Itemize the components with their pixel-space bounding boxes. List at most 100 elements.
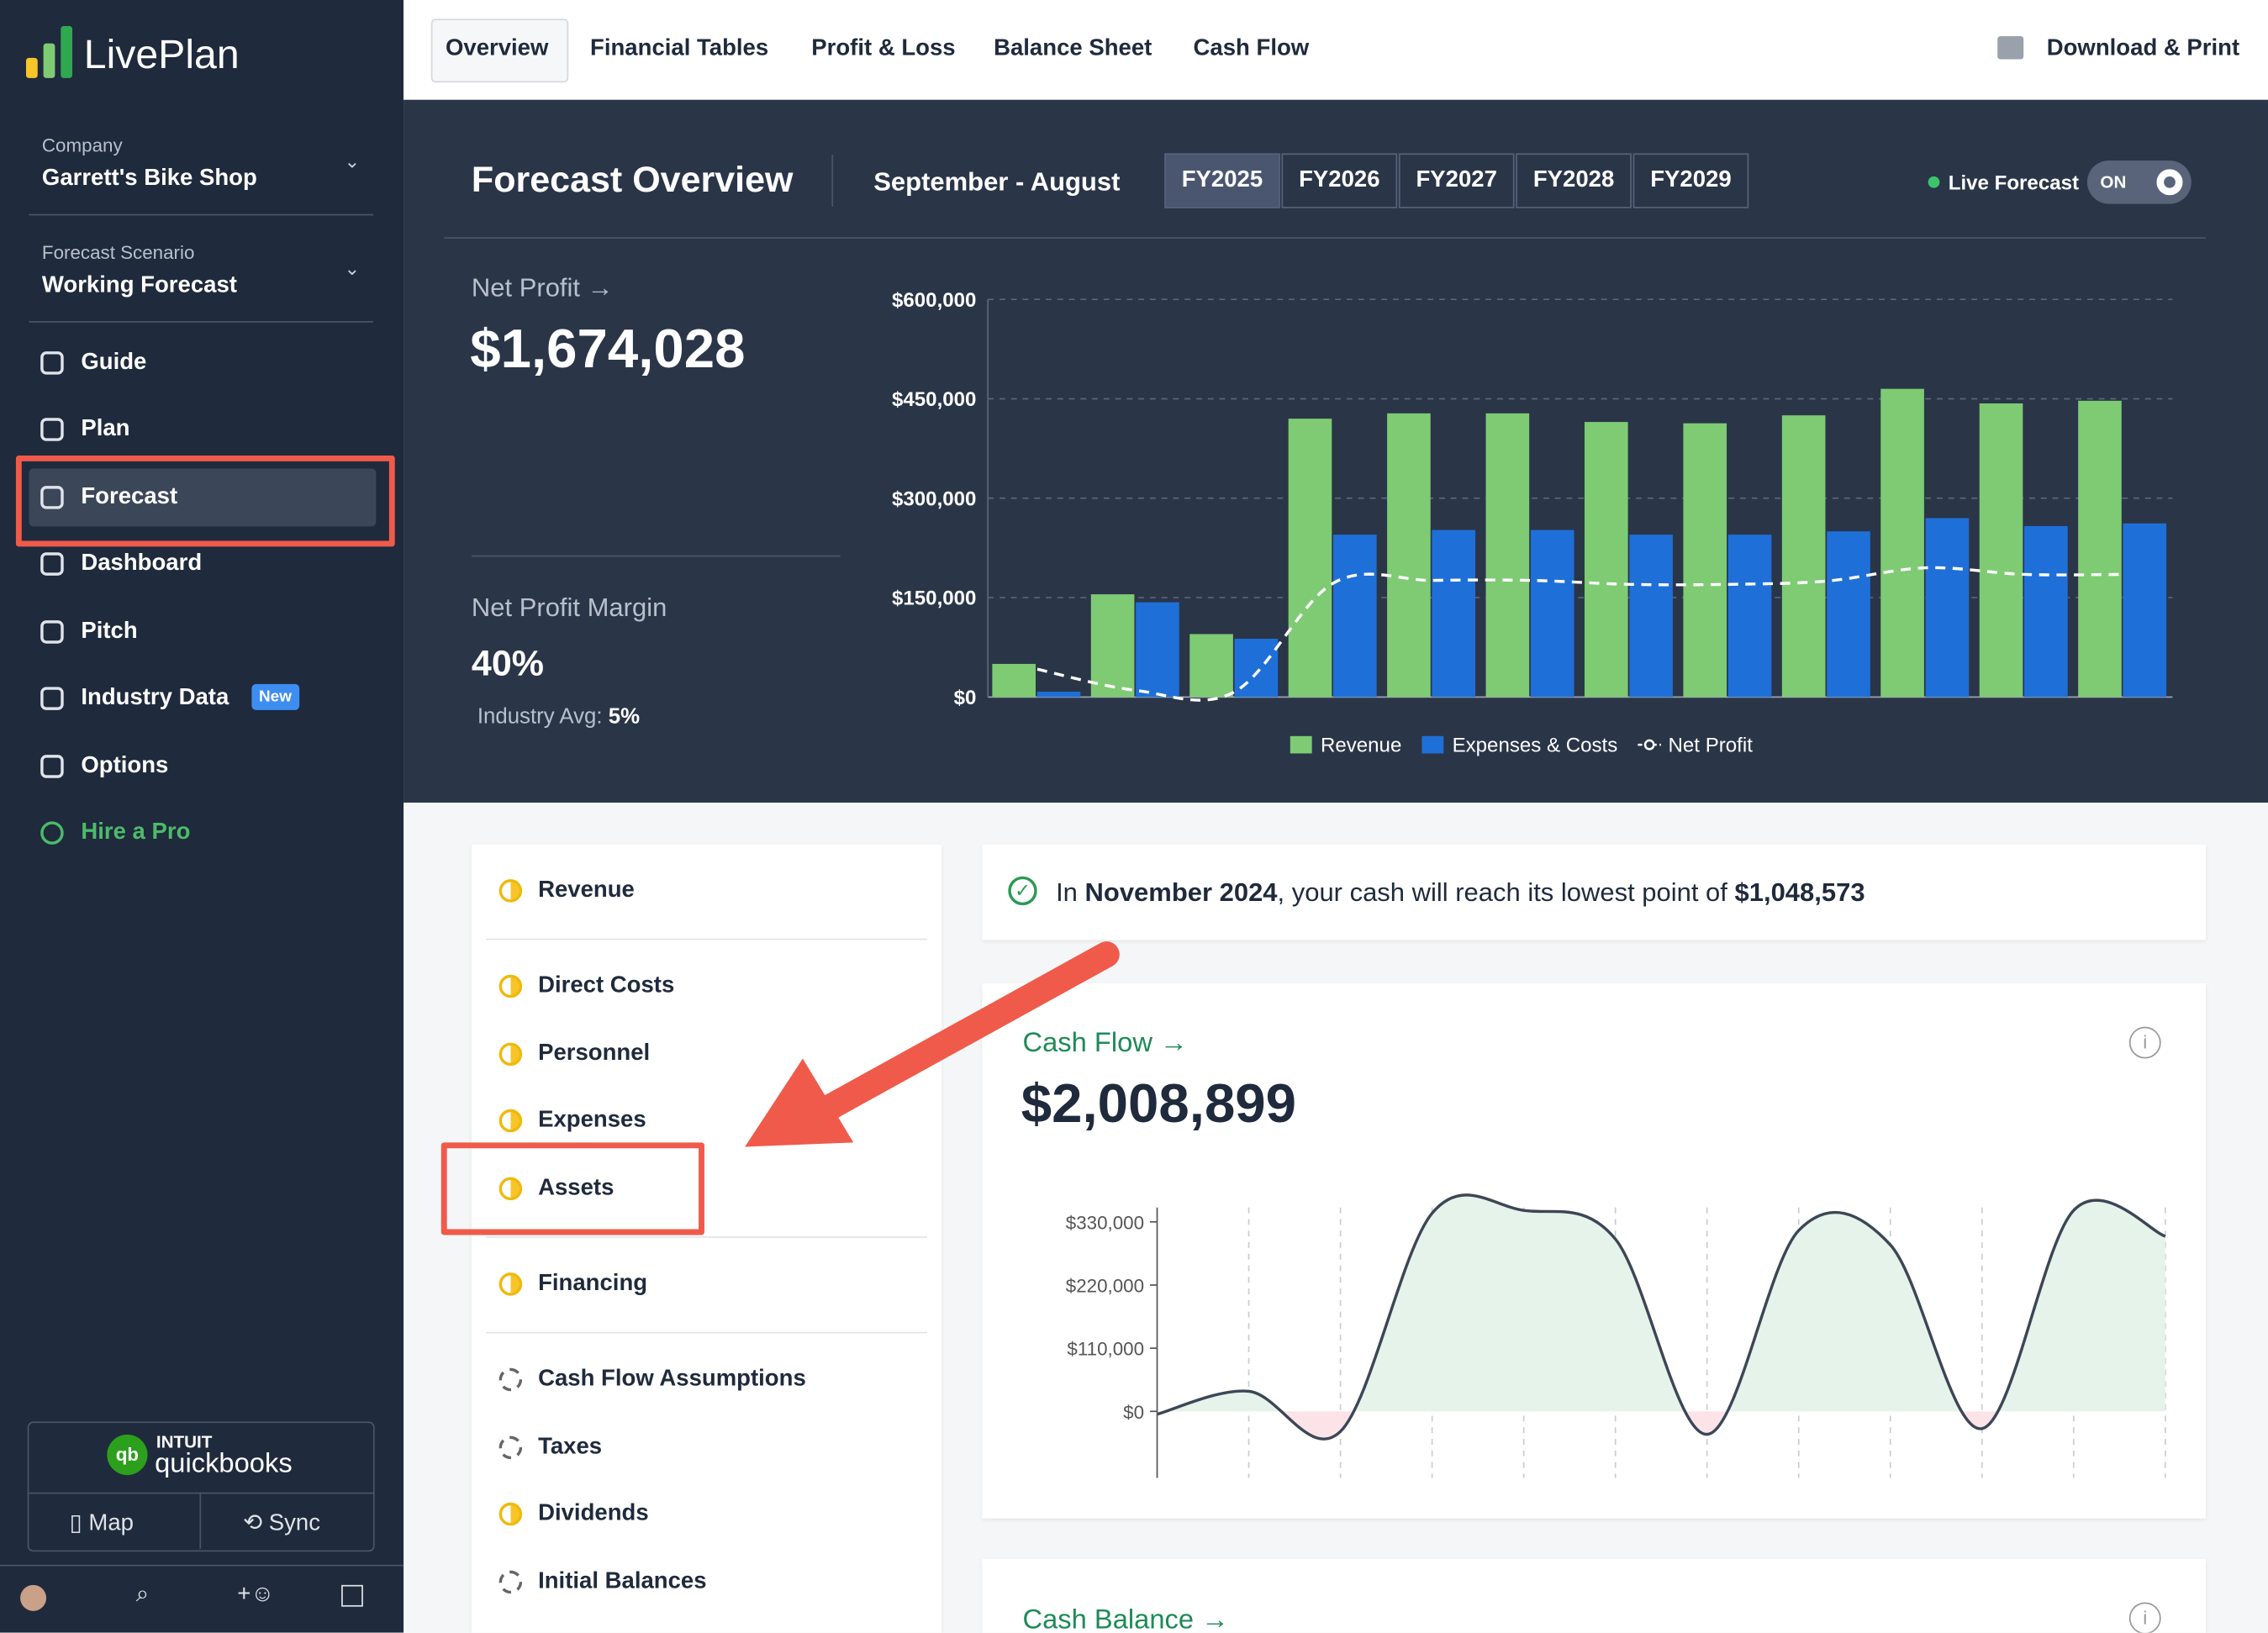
panel-icon[interactable] [341,1584,363,1607]
y-tick-label: $0 [954,687,977,709]
chevron[interactable]: ⌄ [344,150,361,172]
bar [1485,413,1530,698]
divider [831,155,834,208]
nav-tab[interactable]: Balance Sheet [994,36,1152,61]
print-icon[interactable] [1997,36,2024,60]
checklist-item[interactable]: Initial Balances [538,1568,707,1594]
info-icon[interactable]: i [2128,1602,2161,1633]
sync-label[interactable]: Sync [268,1511,321,1536]
menu-icon [40,351,64,375]
highlight-box [440,1142,704,1235]
divider [29,213,373,216]
bar [1827,531,1870,698]
menu-item[interactable]: Options [81,753,169,778]
checklist-item[interactable]: Assets [538,1175,614,1201]
quickbooks-box [27,1421,375,1552]
map-button[interactable]: ▯ Map [69,1511,134,1536]
status-icon [498,879,523,903]
bar [1880,388,1924,698]
sync-button[interactable]: ⟲ Sync [243,1511,321,1536]
avatar[interactable] [20,1584,47,1611]
divider [486,1236,927,1238]
status-icon [498,1570,523,1594]
checklist-item[interactable]: Revenue [538,877,635,903]
menu-item[interactable]: Pitch [81,619,138,644]
y-tick-label: $330,000 [1066,1212,1144,1233]
year-label[interactable]: FY2028 [1532,167,1615,192]
bar [1090,594,1135,698]
margin-label: Net Profit Margin [471,593,667,622]
bar [992,663,1036,698]
checklist-item[interactable]: Personnel [538,1040,651,1067]
year-label[interactable]: FY2029 [1650,167,1732,192]
menu-item[interactable]: Guide [81,350,147,375]
menu-item[interactable]: Industry Data [81,685,229,710]
company[interactable]: Garrett's Bike Shop [41,166,257,192]
cash-balance-card [982,1558,2207,1633]
toggle-label[interactable]: ON [2100,171,2127,192]
cash-balance-title[interactable]: Cash Balance → [1022,1604,1229,1633]
y-tick-label: $300,000 [892,487,976,510]
y-tick-label: $150,000 [892,587,976,610]
cash-flow-line [1157,1193,2166,1441]
bar [1629,535,1673,698]
divider [29,320,373,323]
bar [2123,523,2167,698]
year-button[interactable] [1164,153,1280,208]
nav-tab[interactable]: Cash Flow [1193,36,1310,61]
map-label[interactable]: Map [88,1511,134,1536]
cash-flow-title[interactable]: Cash Flow → [1022,1028,1188,1059]
menu-icon [40,687,64,710]
search-icon[interactable]: ⌕ [135,1582,150,1607]
year-button[interactable] [1398,153,1515,208]
bar [1333,535,1377,698]
nav-tab[interactable]: Overview [445,36,549,61]
year-label[interactable]: FY2027 [1416,167,1497,192]
menu-item[interactable]: Hire a Pro [81,819,191,845]
year-label[interactable]: FY2025 [1181,167,1263,192]
checklist-item[interactable]: Financing [538,1271,648,1296]
menu-item[interactable]: Forecast [81,484,178,509]
legend-swatch [1643,739,1655,751]
checklist-item[interactable]: Cash Flow Assumptions [538,1367,806,1392]
period: September - August [873,166,1121,197]
nav-tab[interactable]: Profit & Loss [811,36,956,61]
margin: 40% [471,643,545,684]
menu-item[interactable]: Dashboard [81,550,203,576]
net-profit-label[interactable]: Net Profit → [471,273,614,303]
chevron[interactable]: ⌄ [344,257,361,280]
area-positive [1166,1194,2165,1412]
year-button[interactable] [1516,153,1632,208]
sidebar: LivePlan Company Garrett's Bike Shop ⌄ F… [0,0,404,1633]
checklist-item[interactable]: Dividends [538,1501,649,1526]
checklist-item[interactable]: Taxes [538,1434,603,1460]
scenario[interactable]: Working Forecast [41,273,237,298]
divider [199,1492,202,1549]
bar [1288,419,1332,698]
industry-avg-label: Industry Avg: [477,703,603,730]
info-icon[interactable]: i [2128,1026,2161,1059]
bar [1727,535,1772,698]
highlight-box [15,456,395,547]
year-button[interactable] [1281,153,1398,208]
toggle-knob[interactable] [2156,169,2183,196]
year-button[interactable] [1632,153,1749,208]
status-icon [498,1502,523,1526]
add-user-icon[interactable]: +☺ [237,1582,275,1607]
nav-tab[interactable]: Financial Tables [590,36,769,61]
alert-month: November 2024 [1084,877,1278,907]
checklist-item[interactable]: Expenses [538,1108,646,1133]
new-badge: New [251,683,299,710]
tab-active-bg [430,18,569,83]
legend-swatch [1290,735,1312,754]
status-icon [498,1109,523,1133]
menu-item[interactable]: Plan [81,416,130,441]
download-print[interactable]: Download & Print [2046,36,2240,61]
bar [1036,692,1081,698]
bar [1979,403,2023,698]
year-label[interactable]: FY2026 [1299,167,1380,192]
checklist-card [471,844,942,1633]
divider [0,1564,404,1567]
checklist-item[interactable]: Direct Costs [538,973,675,998]
alert-middle: , your cash will reach its lowest point … [1277,877,1727,907]
